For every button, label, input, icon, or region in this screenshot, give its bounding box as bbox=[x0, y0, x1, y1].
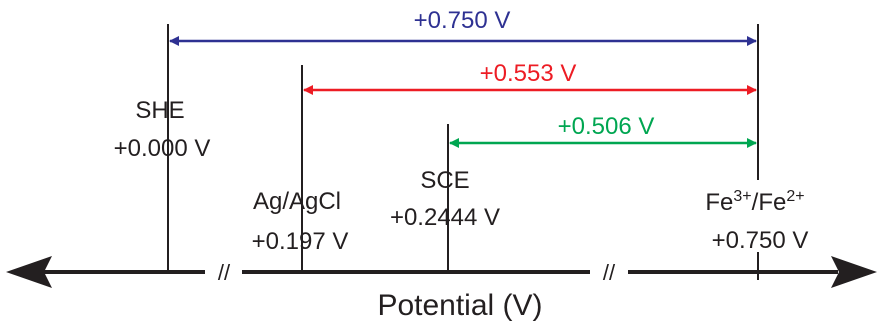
sce-to-fe-label: +0.506 V bbox=[558, 113, 655, 140]
agagcl-name: Ag/AgCl bbox=[253, 188, 341, 215]
she-name: SHE bbox=[135, 97, 184, 124]
agagcl-to-fe-label: +0.553 V bbox=[480, 60, 577, 87]
axis-title: Potential (V) bbox=[377, 289, 542, 322]
fe-potential: +0.750 V bbox=[712, 227, 809, 254]
she-potential: +0.000 V bbox=[114, 135, 211, 162]
she-to-fe-label: +0.750 V bbox=[414, 7, 511, 34]
axis-right-arrowhead bbox=[831, 256, 877, 288]
axis-break-right: // bbox=[603, 260, 616, 285]
fe-couple-name: Fe3+/Fe2+ bbox=[705, 188, 804, 216]
potential-axis: // // bbox=[6, 256, 877, 288]
agagcl-potential: +0.197 V bbox=[252, 228, 349, 255]
axis-left-arrowhead bbox=[6, 256, 52, 288]
sce-name: SCE bbox=[420, 167, 469, 194]
sce-potential: +0.2444 V bbox=[390, 204, 500, 231]
axis-break-left: // bbox=[218, 260, 231, 285]
